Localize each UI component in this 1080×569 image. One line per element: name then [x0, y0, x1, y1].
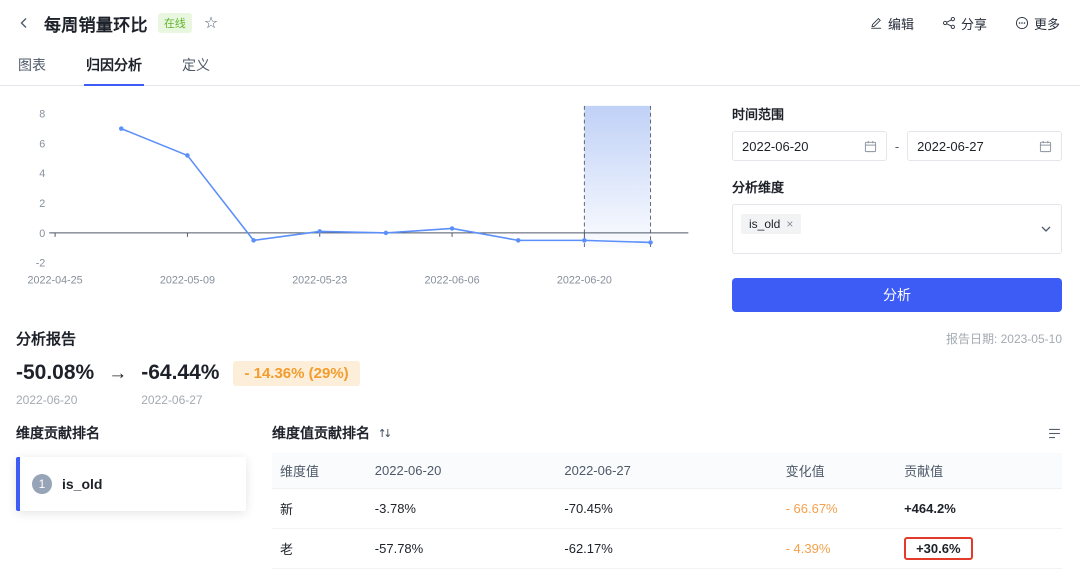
analysis-report-section: 分析报告 报告日期: 2023-05-10 -50.08% 2022-06-20…	[0, 312, 1080, 569]
table-header-row: 维度值 2022-06-20 2022-06-27 变化值 贡献值	[272, 453, 1062, 489]
svg-text:2022-05-09: 2022-05-09	[160, 274, 215, 286]
svg-text:2022-06-06: 2022-06-06	[425, 274, 480, 286]
value-before: -50.08%	[16, 361, 95, 384]
report-header: 分析报告 报告日期: 2023-05-10	[16, 328, 1062, 349]
table-row[interactable]: 老 -57.78% -62.17% - 4.39% +30.6%	[272, 529, 1062, 569]
dimension-ranking-column: 维度贡献排名 1 is_old	[16, 423, 246, 569]
topbar-actions: 编辑 分享 更多	[869, 14, 1060, 33]
date-before: 2022-06-20	[16, 393, 78, 407]
date-separator: -	[894, 138, 900, 154]
end-date-input[interactable]: 2022-06-27	[907, 131, 1062, 161]
contribution-table: 维度值 2022-06-20 2022-06-27 变化值 贡献值 新 -3.7…	[272, 453, 1062, 569]
date-after: 2022-06-27	[141, 393, 203, 407]
metric-before: -50.08% 2022-06-20	[16, 361, 94, 407]
cell-contribution: +30.6%	[896, 529, 1062, 569]
favorite-star-icon[interactable]: ☆	[203, 15, 219, 32]
analysis-config-panel: 时间范围 2022-06-20 - 2022-06-27 分析维度 is_old…	[732, 98, 1062, 312]
status-badge: 在线	[157, 13, 192, 33]
change-badge: - 14.36% (29%)	[233, 361, 360, 386]
more-button[interactable]: 更多	[1015, 14, 1060, 33]
ranking-row: 维度贡献排名 1 is_old 维度值贡献排名 维度值	[16, 423, 1062, 569]
tab-definition[interactable]: 定义	[182, 57, 210, 73]
metrics-row: -50.08% 2022-06-20 → -64.44% 2022-06-27 …	[16, 361, 1062, 407]
dimension-tag: is_old ×	[741, 214, 802, 234]
date-range-row: 2022-06-20 - 2022-06-27	[732, 131, 1062, 161]
chevron-down-icon	[1041, 226, 1051, 232]
svg-text:2022-05-23: 2022-05-23	[292, 274, 347, 286]
value-ranking-title: 维度值贡献排名	[272, 425, 370, 441]
pencil-icon	[871, 18, 882, 29]
dimension-card-is-old[interactable]: 1 is_old	[16, 457, 246, 511]
time-range-label: 时间范围	[732, 107, 785, 122]
column-header: 2022-06-20	[374, 463, 442, 478]
tag-close-icon[interactable]: ×	[786, 217, 794, 231]
svg-text:2: 2	[39, 198, 45, 210]
svg-text:8: 8	[39, 109, 45, 121]
report-title: 分析报告	[16, 331, 77, 348]
cell-before: -3.78%	[374, 501, 416, 516]
table-row[interactable]: 新 -3.78% -70.45% - 66.67% +464.2%	[272, 489, 1062, 529]
chevron-left-icon	[20, 18, 27, 28]
report-list-icon[interactable]	[1047, 426, 1062, 441]
svg-text:-2: -2	[36, 258, 46, 270]
tab-attribution-analysis[interactable]: 归因分析	[84, 46, 144, 86]
cell-after: -62.17%	[564, 541, 613, 556]
metric-after: -64.44% 2022-06-27	[141, 361, 219, 407]
cell-change: - 4.39%	[785, 541, 831, 556]
tab-chart[interactable]: 图表	[18, 57, 46, 73]
dimension-name: is_old	[62, 476, 103, 492]
tab-bar: 图表 归因分析 定义	[0, 46, 1080, 86]
column-header: 2022-06-27	[564, 463, 631, 478]
cell-contribution: +464.2%	[904, 501, 956, 516]
cell-dimension-value: 老	[280, 542, 294, 557]
svg-text:0: 0	[39, 228, 45, 240]
annotation-highlight-box: +30.6%	[904, 537, 973, 560]
cell-before: -57.78%	[374, 541, 424, 556]
report-date: 报告日期: 2023-05-10	[945, 332, 1062, 346]
trend-line-chart[interactable]: 8 6 4 2 0 -2 2022-04-25 2022-05-09 2022-05-23 202…	[10, 98, 706, 300]
svg-text:2022-04-25: 2022-04-25	[28, 274, 83, 286]
dimension-label: 分析维度	[732, 180, 785, 195]
svg-text:6: 6	[39, 138, 45, 150]
top-bar: 每周销量环比 在线 ☆ 编辑 分享 更多	[0, 0, 1080, 46]
value-ranking-header: 维度值贡献排名	[272, 423, 1062, 443]
share-button[interactable]: 分享	[942, 14, 987, 33]
trend-arrow-icon: →	[108, 363, 128, 384]
svg-text:2022-06-20: 2022-06-20	[557, 274, 612, 286]
cell-after: -70.45%	[564, 501, 613, 516]
column-header: 贡献值	[904, 464, 944, 479]
analyze-button[interactable]: 分析	[732, 278, 1062, 312]
value-ranking-column: 维度值贡献排名 维度值 2022-06-20 2022-06-27 变化值 贡	[272, 423, 1062, 569]
dimension-select[interactable]: is_old ×	[732, 204, 1062, 254]
cell-change: - 66.67%	[785, 501, 838, 516]
svg-text:4: 4	[39, 168, 45, 180]
edit-button[interactable]: 编辑	[869, 14, 914, 33]
sort-icon[interactable]	[378, 426, 392, 440]
calendar-icon	[864, 140, 876, 152]
chart-area: 8 6 4 2 0 -2 2022-04-25 2022-05-09 2022-05-23 202…	[10, 98, 706, 312]
column-header: 维度值	[280, 464, 320, 479]
more-icon	[1015, 16, 1029, 30]
share-icon	[943, 17, 955, 29]
value-after: -64.44%	[141, 361, 220, 384]
start-date-input[interactable]: 2022-06-20	[732, 131, 887, 161]
dimension-ranking-title: 维度贡献排名	[16, 425, 100, 441]
rank-badge: 1	[32, 474, 52, 494]
main-content: 8 6 4 2 0 -2 2022-04-25 2022-05-09 2022-05-23 202…	[0, 86, 1080, 312]
cell-dimension-value: 新	[280, 502, 294, 517]
page-title: 每周销量环比	[44, 15, 148, 35]
column-header: 变化值	[785, 464, 825, 479]
calendar-icon	[1039, 140, 1052, 152]
back-button[interactable]	[14, 13, 34, 33]
